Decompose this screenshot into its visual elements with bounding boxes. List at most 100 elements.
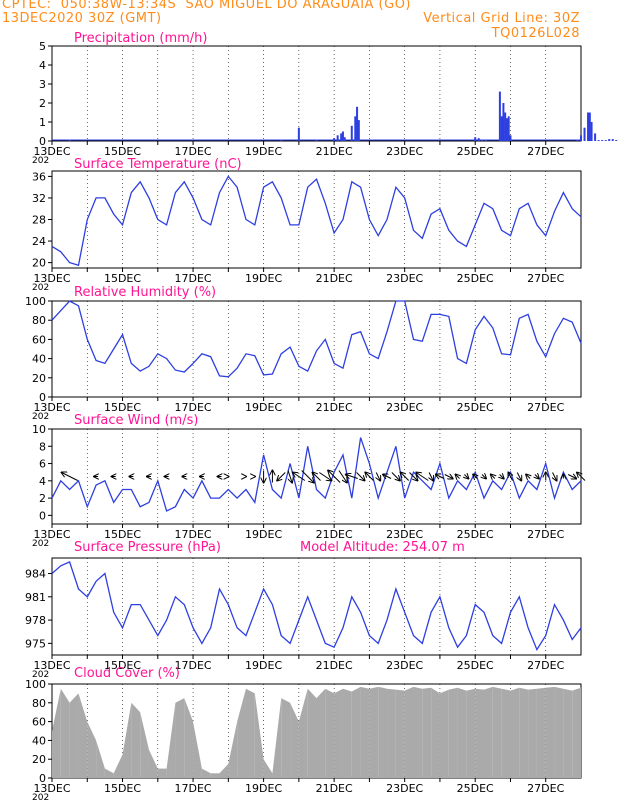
cloud-area-segment [351, 686, 361, 778]
pres-ytick-label: 978 [25, 614, 46, 627]
precip-bar [474, 137, 477, 141]
wind-arrow [328, 471, 341, 483]
cloud-area-segment [52, 688, 61, 778]
cloud-area-segment [263, 759, 273, 778]
cloud-area-segment [245, 688, 255, 778]
pres-xtick-label: 17DEC [175, 659, 212, 672]
precip-bar [608, 139, 611, 141]
precip-bar [502, 103, 505, 141]
pres-ytick-label: 984 [25, 568, 46, 581]
temp-ytick-label: 20 [32, 257, 46, 270]
precip-bar [576, 140, 579, 141]
temp-xtick-label: 17DEC [175, 272, 212, 285]
precip-xtick-label: 15DEC [104, 145, 141, 158]
pres-xtick-label: 25DEC [457, 659, 494, 672]
cloud-xtick-label: 15DEC [104, 782, 141, 795]
cloud-area-segment [210, 773, 220, 778]
cloud-area-segment [360, 686, 370, 778]
cloud-area-segment [457, 687, 467, 778]
wind-arrow [491, 475, 495, 479]
precip-bar [590, 122, 593, 141]
cloud-area-segment [307, 688, 317, 778]
cloud-area-segment [448, 687, 458, 778]
precip-xtick-label: 21DEC [316, 145, 353, 158]
pres-xtick-label: 15DEC [104, 659, 141, 672]
precip-bar [297, 127, 300, 141]
rh-xtick-label: 15DEC [104, 401, 141, 414]
cloud-area-segment [554, 686, 564, 778]
cloud-area-segment [369, 686, 379, 778]
precip-xtick-label: 19DEC [245, 145, 282, 158]
temp-year-label: 202 [32, 283, 49, 293]
cloud-area-segment [519, 687, 529, 778]
precip-bar [357, 120, 360, 141]
precip-bar [354, 116, 357, 141]
cloud-area-segment [290, 702, 299, 778]
precip-bar [504, 112, 507, 141]
cloud-area-segment [466, 688, 476, 778]
cloud-area-segment [122, 702, 132, 778]
cloud-area-segment [228, 721, 238, 778]
cloud-area-segment [422, 687, 432, 778]
cloud-area-segment [140, 712, 149, 778]
date-header: 13DEC2020 30Z (GMT) [2, 11, 162, 26]
cloud-ytick-label: 100 [25, 678, 46, 691]
cloud-xtick-label: 19DEC [245, 782, 282, 795]
cloud-area-segment [184, 698, 194, 778]
wind-arrow [456, 475, 460, 479]
wind-arrow [473, 475, 477, 479]
wind-arrow [436, 475, 445, 479]
temp-xtick-label: 15DEC [104, 272, 141, 285]
rh-series-line [51, 300, 582, 378]
precip-bar [507, 116, 510, 141]
wind-arrow [301, 470, 314, 483]
wind-xtick-label: 13DEC [33, 528, 70, 541]
cloud-area-segment [201, 768, 211, 778]
cloud-ytick-label: 40 [32, 734, 46, 747]
temp-ytick-label: 28 [32, 214, 46, 227]
rh-ytick-label: 60 [32, 333, 46, 346]
cloud-area-segment [60, 688, 70, 778]
cloud-ytick-label: 80 [32, 697, 46, 710]
wind-ytick-label: 0 [39, 509, 46, 522]
wind-arrow [287, 470, 292, 483]
wind-ytick-label: 4 [39, 475, 46, 488]
rh-xtick-label: 23DEC [386, 401, 423, 414]
cloud-area-segment [563, 688, 573, 778]
cloud-xtick-label: 13DEC [33, 782, 70, 795]
temp-xtick-label: 19DEC [245, 272, 282, 285]
wind-ytick-label: 2 [39, 492, 46, 505]
cloud-area-segment [439, 689, 449, 778]
cloud-area-segment [404, 686, 414, 778]
cloud-area-segment [254, 693, 264, 778]
wind-arrow [482, 475, 486, 479]
wind-arrow [517, 472, 521, 481]
precip-ytick-label: 4 [39, 59, 46, 72]
precip-bar [315, 140, 318, 141]
model-altitude-label: Model Altitude: 254.07 m [300, 540, 465, 555]
rh-xtick-label: 17DEC [175, 401, 212, 414]
wind-arrow [535, 475, 539, 479]
cloud-ytick-label: 60 [32, 716, 46, 729]
precip-ytick-label: 3 [39, 78, 46, 91]
precip-bar [336, 135, 339, 141]
cloud-year-label: 202 [32, 793, 49, 800]
pres-xtick-label: 19DEC [245, 659, 282, 672]
wind-ytick-label: 6 [39, 458, 46, 471]
precip-ytick-label: 1 [39, 116, 46, 129]
wind-year-label: 202 [32, 539, 49, 549]
wind-arrow [313, 473, 321, 481]
cloud-area-segment [536, 687, 546, 778]
cloud-area-segment [395, 689, 405, 778]
pres-xtick-label: 13DEC [33, 659, 70, 672]
precip-ytick-label: 5 [39, 40, 46, 53]
precip-bar [481, 140, 484, 141]
rh-ytick-label: 100 [25, 295, 46, 308]
precip-ytick-label: 2 [39, 97, 46, 110]
cloud-area-segment [96, 740, 105, 778]
precip-bar [587, 112, 590, 141]
cloud-area-segment [219, 763, 229, 778]
cloud-area-segment [104, 768, 114, 778]
precip-bar [615, 140, 618, 141]
